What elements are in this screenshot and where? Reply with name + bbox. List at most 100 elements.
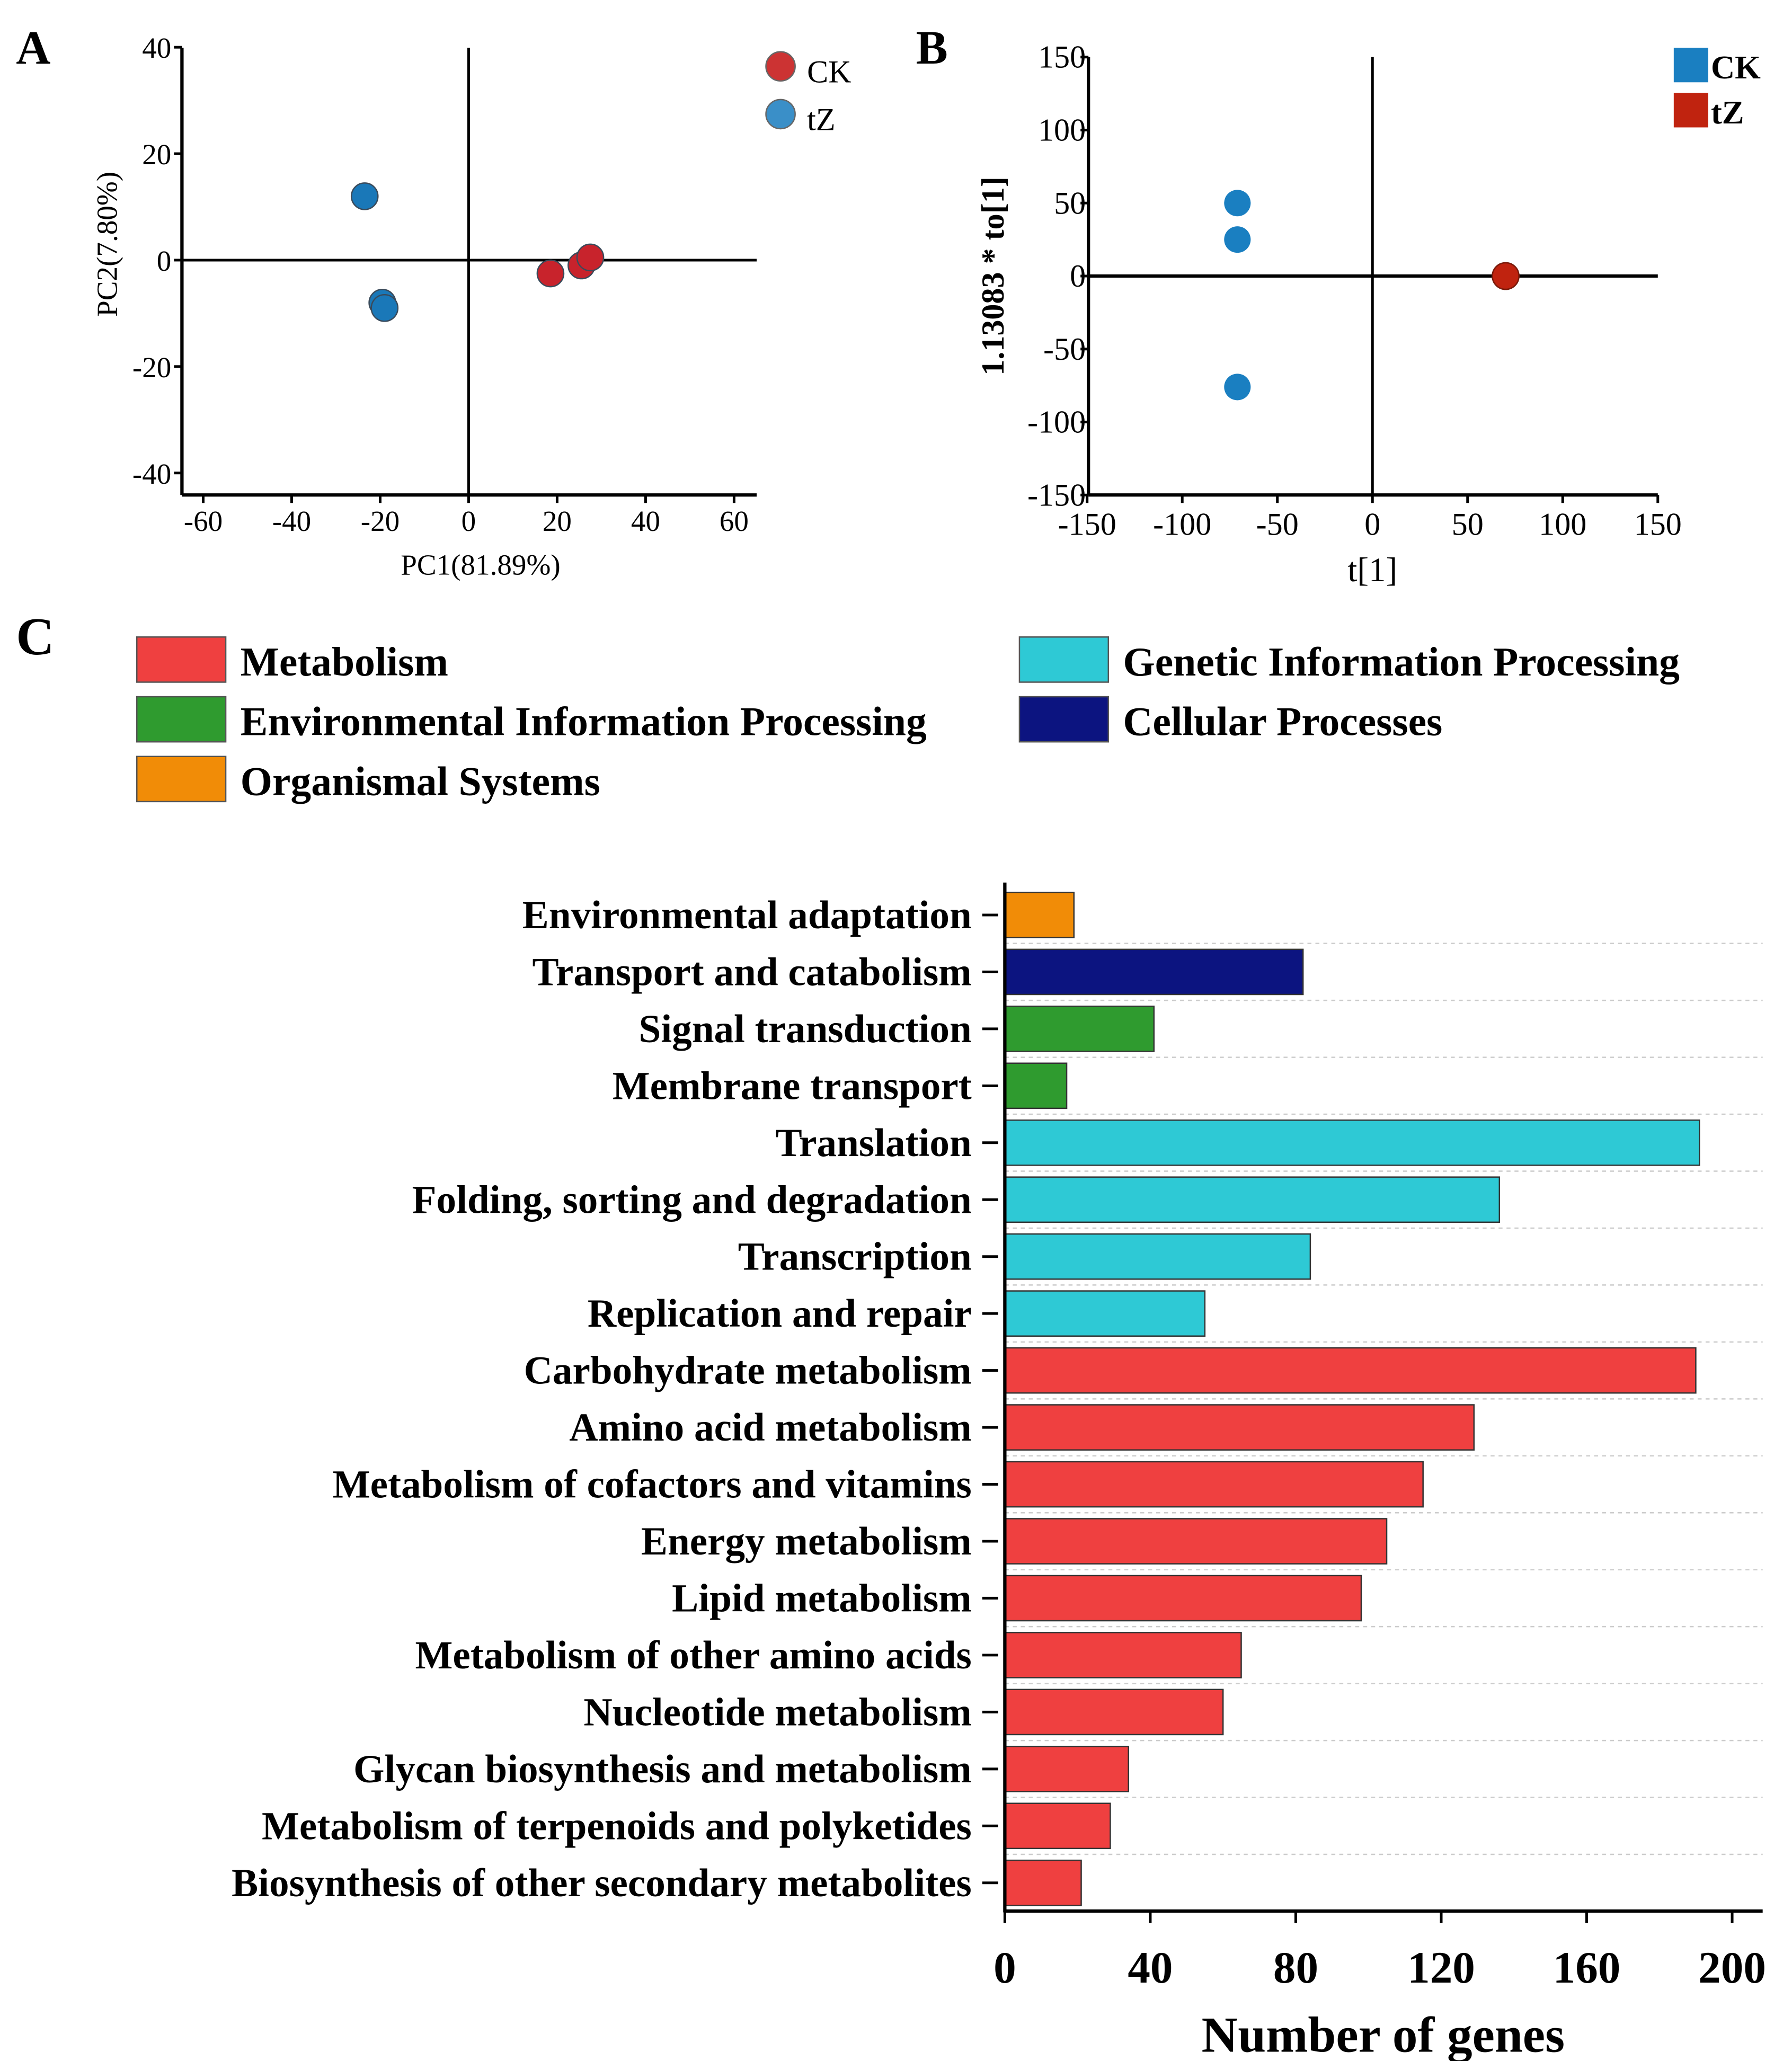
bar (1004, 1404, 1475, 1451)
x-tick-label: 40 (631, 505, 660, 537)
x-axis-label: t[1] (1347, 551, 1397, 589)
x-tick-label: 200 (1698, 1943, 1766, 1993)
legend-swatch (136, 696, 227, 743)
x-tick-label: 60 (720, 505, 749, 537)
category-label: Metabolism of other amino acids (415, 1633, 971, 1677)
legend-swatch (1018, 696, 1110, 743)
panel-label-a: A (16, 21, 50, 74)
bar (1004, 1119, 1700, 1166)
x-tick-label: -20 (361, 505, 400, 537)
category-label: Energy metabolism (641, 1520, 972, 1563)
legend-swatch (1018, 636, 1110, 683)
category-label: Glycan biosynthesis and metabolism (353, 1747, 972, 1791)
bar (1004, 1461, 1424, 1508)
data-point-ck (1224, 374, 1251, 401)
y-tick-label: 20 (142, 138, 171, 171)
y-tick-label: -100 (1027, 405, 1086, 440)
bar (1004, 1745, 1129, 1792)
y-tick-label: 40 (142, 32, 171, 64)
bar (1004, 948, 1304, 996)
x-tick-label: 20 (543, 505, 572, 537)
bar (1004, 1518, 1388, 1565)
pca-plot-a: -60 -40 -20 0 20 40 60 40 20 0 -20 -40 PC1(81.89%) PC… (91, 32, 851, 581)
x-axis-label: PC1(81.89%) (401, 549, 560, 581)
legend-label: CK (807, 54, 851, 90)
bar (1004, 1006, 1155, 1052)
category-label: Metabolism of cofactors and vitamins (333, 1463, 972, 1507)
data-point-tz (370, 294, 399, 322)
x-tick-label: 0 (993, 1943, 1016, 1993)
y-axis-label: PC2(7.80%) (91, 172, 123, 317)
x-tick-label: 160 (1553, 1943, 1621, 1993)
bar (1004, 1859, 1082, 1906)
panel-label-b: B (916, 21, 948, 74)
bar (1004, 1632, 1242, 1678)
x-tick-label: 40 (1128, 1943, 1173, 1993)
y-tick-label: -50 (1043, 332, 1086, 367)
data-point-ck (1224, 190, 1251, 217)
x-tick-label: -40 (272, 505, 311, 537)
legend-swatch (136, 756, 227, 803)
legend-label: CK (1711, 49, 1761, 86)
legend-marker-tz (1673, 93, 1708, 128)
y-tick-label: 50 (1054, 185, 1086, 221)
y-tick-label: -20 (132, 351, 171, 384)
legend-marker-ck (765, 51, 796, 82)
x-tick-label: -60 (184, 505, 223, 537)
category-label: Replication and repair (588, 1292, 972, 1336)
legend-marker-ck (1673, 48, 1708, 83)
legend-label: Cellular Processes (1123, 699, 1442, 744)
category-label: Lipid metabolism (672, 1576, 972, 1620)
data-point-ck (536, 259, 565, 288)
bar (1004, 1575, 1362, 1622)
data-point-tz (350, 182, 379, 210)
data-point-tz (1492, 262, 1520, 290)
bar (1004, 1176, 1501, 1223)
legend-marker-tz (765, 99, 796, 130)
data-point-ck (576, 243, 605, 272)
category-label: Amino acid metabolism (569, 1406, 972, 1450)
y-tick-label: -40 (132, 458, 171, 490)
category-label: Carbohydrate metabolism (524, 1349, 972, 1393)
bar (1004, 1347, 1697, 1394)
x-tick-label: -150 (1058, 507, 1116, 542)
y-tick-label: 150 (1038, 40, 1086, 75)
category-label: Membrane transport (613, 1064, 972, 1108)
x-tick-label: 80 (1273, 1943, 1318, 1993)
panel-label-c: C (16, 607, 54, 666)
y-tick-label: 100 (1038, 113, 1086, 148)
category-label: Transport and catabolism (533, 950, 972, 994)
x-tick-label: 100 (1539, 507, 1586, 542)
bar (1004, 1802, 1111, 1850)
y-tick-label: 0 (157, 245, 172, 277)
category-label: Signal transduction (638, 1007, 971, 1051)
x-tick-label: 150 (1634, 507, 1682, 542)
category-label: Nucleotide metabolism (583, 1690, 971, 1734)
category-label: Folding, sorting and degradation (412, 1178, 972, 1222)
data-point-ck (1224, 226, 1251, 253)
y-tick-label: -150 (1027, 477, 1086, 513)
legend-label: Genetic Information Processing (1123, 639, 1680, 685)
x-tick-label: -100 (1153, 507, 1211, 542)
category-label: Metabolism of terpenoids and polyketides (262, 1804, 972, 1848)
x-tick-label: 50 (1452, 507, 1484, 542)
legend-label: tZ (807, 102, 835, 137)
x-tick-label: 120 (1407, 1943, 1475, 1993)
legend-label: Environmental Information Processing (241, 699, 927, 744)
bar (1004, 1233, 1311, 1280)
opls-plot-b: -150 -100 -50 0 50 100 150 150 100 50 0 -50 -100 -150… (975, 40, 1761, 589)
kegg-bar-chart-c: Metabolism Genetic Information Processing… (136, 636, 1766, 2061)
y-axis-label: 1.13083 * to[1] (975, 176, 1011, 376)
x-tick-label: -50 (1256, 507, 1299, 542)
bar (1004, 1689, 1224, 1736)
legend-swatch (136, 636, 227, 683)
x-tick-label: 0 (1364, 507, 1380, 542)
y-tick-label: 0 (1070, 259, 1086, 294)
bar (1004, 1290, 1206, 1337)
legend-label: tZ (1711, 94, 1744, 131)
x-axis-label: Number of genes (1201, 2006, 1565, 2061)
category-label: Translation (776, 1121, 972, 1165)
category-label: Transcription (738, 1235, 972, 1279)
bar (1004, 1062, 1068, 1109)
